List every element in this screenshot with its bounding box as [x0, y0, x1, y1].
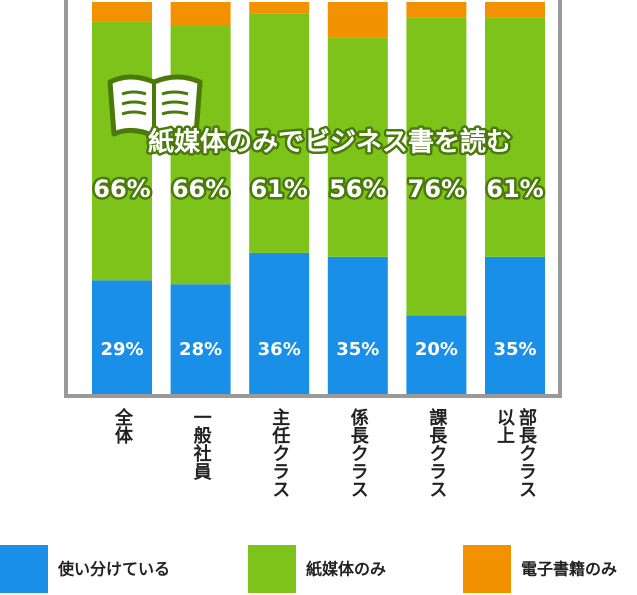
data-label: 56% — [329, 175, 386, 203]
data-label: 61% — [486, 175, 543, 203]
bars — [92, 2, 545, 394]
bar-segment — [170, 2, 231, 26]
x-tick-label: 一般社員 — [190, 408, 212, 480]
legend-swatch — [463, 545, 511, 593]
legend-swatch — [0, 545, 48, 593]
x-tick-label: 全体 — [112, 408, 133, 444]
x-tick-label: 係長クラス — [347, 408, 369, 498]
bar-segment — [406, 315, 467, 394]
bar-segment — [92, 21, 152, 281]
bar-segment — [92, 2, 152, 22]
data-label: 66% — [93, 175, 150, 203]
bar-segment — [249, 252, 310, 394]
legend: 使い分けている 紙媒体のみ 電子書籍のみ — [0, 545, 617, 593]
bar-segment — [485, 17, 545, 257]
bar-segment — [249, 2, 310, 14]
data-label: 35% — [493, 339, 536, 360]
bar-segment — [92, 280, 152, 394]
data-label: 35% — [336, 339, 379, 360]
legend-swatch — [248, 545, 296, 593]
bar-segment — [249, 13, 310, 253]
bar-segment — [406, 17, 467, 316]
bar-segment — [485, 2, 545, 18]
bar-segment — [327, 256, 388, 394]
bar-segment — [170, 25, 231, 285]
annotation: 紙媒体のみでビジネス書を読む — [148, 127, 512, 158]
x-tick-label: 部長クラス以上 — [494, 408, 537, 498]
plot-frame — [64, 0, 562, 398]
data-label: 76% — [408, 175, 465, 203]
x-tick-label: 課長クラス — [426, 408, 448, 498]
bar-segment — [327, 37, 388, 257]
data-label: 36% — [258, 339, 301, 360]
bar-segment — [406, 2, 467, 18]
bar-segment — [327, 2, 388, 38]
data-label: 29% — [100, 339, 143, 360]
legend-label: 電子書籍のみ — [521, 560, 617, 579]
bar-segment — [485, 256, 545, 394]
data-label: 66% — [172, 175, 229, 203]
data-label: 28% — [179, 339, 222, 360]
data-label: 20% — [415, 339, 458, 360]
bar-segment — [170, 284, 231, 394]
book-icon — [107, 74, 203, 139]
data-label: 61% — [250, 175, 307, 203]
legend-label: 使い分けている — [57, 560, 170, 579]
legend-label: 紙媒体のみ — [306, 560, 386, 579]
x-tick-label: 主任クラス — [269, 408, 291, 498]
